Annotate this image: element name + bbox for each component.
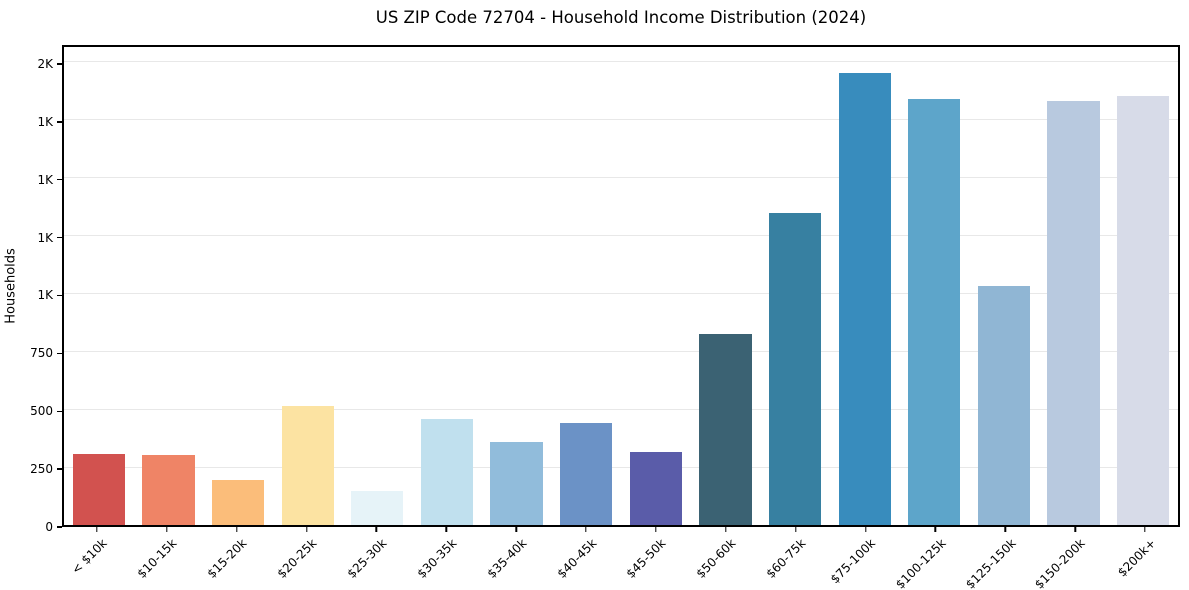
y-tick-mark [57,179,62,181]
x-tick-mark [445,527,448,532]
gridline [64,466,1178,468]
bar-8 [560,422,613,525]
x-tick-label: $75-100k [828,536,879,587]
bar-7 [490,442,543,525]
bar-slot [64,47,134,525]
bar-slot [760,47,830,525]
x-tick-mark [235,527,238,532]
x-tick-label: $60-75k [763,536,809,581]
x-tick-mark [96,527,98,532]
x-tick-label: $20-25k [274,536,320,581]
y-tick-mark [57,63,62,65]
gridline [64,119,1178,121]
y-tick-label: 1K [37,172,53,187]
x-tick-mark [934,527,937,532]
x-tick-mark [305,527,308,532]
x-tick-mark [585,527,587,532]
x-tick-label: < $10k [69,536,110,577]
y-tick-mark [57,468,62,470]
bar-1 [72,453,125,525]
x-tick-mark [655,527,657,532]
bar-9 [629,451,682,525]
x-tick-mark [375,527,378,532]
gridline [64,293,1178,294]
x-tick-label: $30-35k [414,536,460,581]
plot-area [62,45,1180,527]
gridline [64,235,1178,237]
bar-10 [699,334,752,525]
bar-12 [838,72,891,525]
bar-5 [351,490,404,525]
x-tick-label: $45-50k [623,536,669,581]
x-tick-mark [864,527,867,532]
x-tick-label: $25-30k [344,536,390,581]
y-tick-label: 1K [37,230,53,245]
y-tick-label: 1K [37,288,53,303]
bar-slot [1108,47,1178,525]
y-tick-label: 2K [37,56,53,71]
gridline [64,408,1178,410]
bar-3 [211,480,265,525]
bar-slot [830,47,900,525]
bar-slot [621,47,691,525]
bar-2 [142,454,195,525]
x-tick-label: $15-20k [204,536,250,581]
x-tick-mark [515,527,517,532]
bar-4 [281,405,334,525]
x-tick-mark [1144,527,1146,532]
bar-slot [691,47,761,525]
bar-slot [900,47,970,525]
y-tick-mark [57,121,62,123]
bars-container [64,47,1178,525]
bar-11 [768,212,822,525]
x-tick-label: $10-15k [134,536,180,581]
x-tick-mark [725,527,727,532]
gridline [64,350,1178,352]
x-tick-label: $35-40k [484,536,530,581]
x-tick-mark [794,527,797,532]
x-tick-label: $40-45k [554,536,599,581]
y-tick-mark [57,294,62,297]
bar-slot [134,47,204,525]
chart-title: US ZIP Code 72704 - Household Income Dis… [375,8,867,27]
bar-slot [551,47,621,525]
gridline [64,177,1178,179]
bar-slot [969,47,1039,525]
y-tick-label: 0 [45,520,53,534]
x-tick-mark [1004,527,1007,532]
y-tick-label: 1K [37,114,53,129]
x-tick-label: $200k+ [1114,536,1158,580]
bar-slot [203,47,273,525]
x-tick-mark [166,527,168,532]
y-tick-mark [57,352,62,355]
gridline [64,61,1178,63]
bar-14 [977,286,1031,525]
bar-slot [1039,47,1109,525]
bar-slot [273,47,343,525]
x-tick-label: $125-150k [962,536,1019,590]
y-tick-mark [57,410,62,412]
y-tick-mark [57,236,62,239]
x-tick-label: $150-200k [1032,536,1089,590]
bar-15 [1047,101,1100,525]
x-tick-mark [1074,527,1076,532]
y-tick-label: 500 [30,404,53,419]
y-tick-mark [57,526,62,528]
x-tick-label: $50-60k [693,536,739,581]
y-tick-label: 750 [30,346,53,361]
bar-16 [1117,95,1170,525]
bar-6 [420,419,474,525]
bar-slot [343,47,413,525]
bar-13 [908,99,961,525]
bar-slot [482,47,552,525]
y-tick-label: 250 [30,462,53,477]
x-tick-label: $100-125k [892,536,949,590]
bar-slot [412,47,482,525]
